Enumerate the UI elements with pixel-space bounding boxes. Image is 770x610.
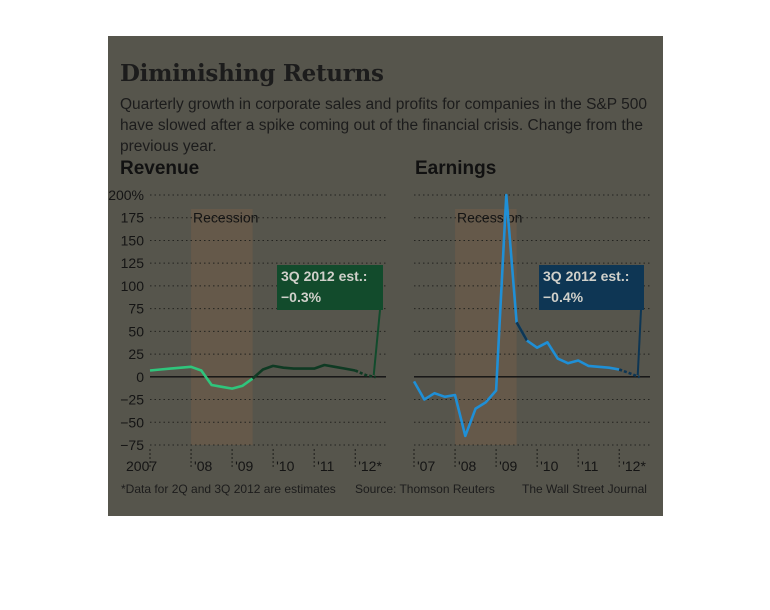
y-tick-label: 0 [136,369,144,385]
x-tick-label: '07 [417,458,435,474]
earnings-data-point [464,435,467,438]
revenue-data-point [354,369,357,372]
earnings-data-point [628,372,631,375]
revenue-data-point [272,365,275,368]
chart-subtitle: Quarterly growth in corporate sales and … [120,96,647,155]
revenue-data-point [333,366,336,369]
x-tick-label: '11 [581,458,598,474]
revenue-estimate-line [354,369,376,379]
footnote: *Data for 2Q and 3Q 2012 are estimates [121,482,336,496]
revenue-panel-title: Revenue [120,158,200,179]
revenue-data-point [374,376,377,379]
earnings-data-point [505,194,508,197]
y-tick-label: −50 [120,414,144,430]
y-tick-label: 125 [121,255,145,271]
earnings-recession-label: Recession [457,210,522,226]
revenue-data-point [241,385,244,388]
earnings-data-point [577,359,580,362]
y-tick-label: 100 [121,278,145,294]
revenue-data-point [282,366,285,369]
x-tick-label: 2007 [126,458,157,474]
revenue-data-point [190,366,193,369]
earnings-data-point [423,398,426,401]
revenue-callout-box [277,265,383,310]
earnings-data-point [567,362,570,365]
revenue-callout-pointer [372,309,381,376]
revenue-data-point [221,386,224,389]
y-tick-label: 150 [121,232,145,248]
revenue-data-point [262,368,265,371]
revenue-callout-value: −0.3% [281,289,322,305]
revenue-data-point [149,369,152,372]
earnings-data-point [556,357,559,360]
revenue-data-point [159,368,162,371]
revenue-data-point [251,377,254,380]
revenue-series-line [149,365,254,390]
earnings-data-point [546,341,549,344]
x-tick-label: '09 [235,458,253,474]
earnings-series-line [526,339,620,371]
revenue-recession-label: Recession [193,210,258,226]
earnings-data-point [454,394,457,397]
earnings-callout-pointer [636,309,642,376]
credit-note: The Wall Street Journal [522,482,647,496]
earnings-series-line [412,193,529,438]
revenue-series-line [251,363,356,380]
revenue-data-point [323,364,326,367]
earnings-callout-value: −0.4% [543,289,584,305]
chart-title: Diminishing Returns [120,60,384,87]
earnings-recession-band [455,209,517,445]
earnings-data-point [485,401,488,404]
earnings-data-point [608,366,611,369]
revenue-data-point [303,367,306,370]
y-tick-label: 50 [128,323,144,339]
earnings-data-point [515,321,518,324]
earnings-data-point [433,392,436,395]
earnings-estimate-line [618,368,641,379]
earnings-data-point [638,376,641,379]
revenue-callout-label: 3Q 2012 est.: [281,268,367,284]
y-tick-label: 25 [128,346,144,362]
earnings-data-point [597,366,600,369]
x-tick-label: '10 [540,458,558,474]
x-tick-label: '12* [358,458,382,474]
y-tick-label: 200% [108,187,144,203]
revenue-data-point [313,367,316,370]
earnings-data-point [443,396,446,399]
earnings-data-point [536,346,539,349]
revenue-data-point [200,369,203,372]
revenue-data-point [364,374,367,377]
earnings-data-point [618,368,621,371]
earnings-callout-label: 3Q 2012 est.: [543,268,629,284]
revenue-recession-band [191,209,253,445]
earnings-data-point [413,380,416,383]
earnings-data-point [495,389,498,392]
y-tick-label: 175 [121,210,145,226]
earnings-data-point [587,365,590,368]
earnings-data-point [474,407,477,410]
y-tick-label: −25 [120,392,144,408]
earnings-series-line [515,321,529,342]
revenue-data-point [179,366,182,369]
earnings-data-point [526,339,529,342]
revenue-data-point [292,367,295,370]
source-note: Source: Thomson Reuters [355,482,495,496]
revenue-data-point [169,367,172,370]
y-tick-label: −75 [120,437,144,453]
x-tick-label: '08 [458,458,476,474]
revenue-data-point [231,387,234,390]
x-tick-label: '12* [622,458,646,474]
x-tick-label: '11 [317,458,334,474]
x-tick-label: '08 [194,458,212,474]
y-tick-label: 75 [128,301,144,317]
revenue-data-point [344,367,347,370]
x-tick-label: '09 [499,458,517,474]
earnings-panel-title: Earnings [415,158,497,179]
revenue-data-point [210,384,213,387]
earnings-callout-box [539,265,644,310]
x-tick-label: '10 [276,458,294,474]
